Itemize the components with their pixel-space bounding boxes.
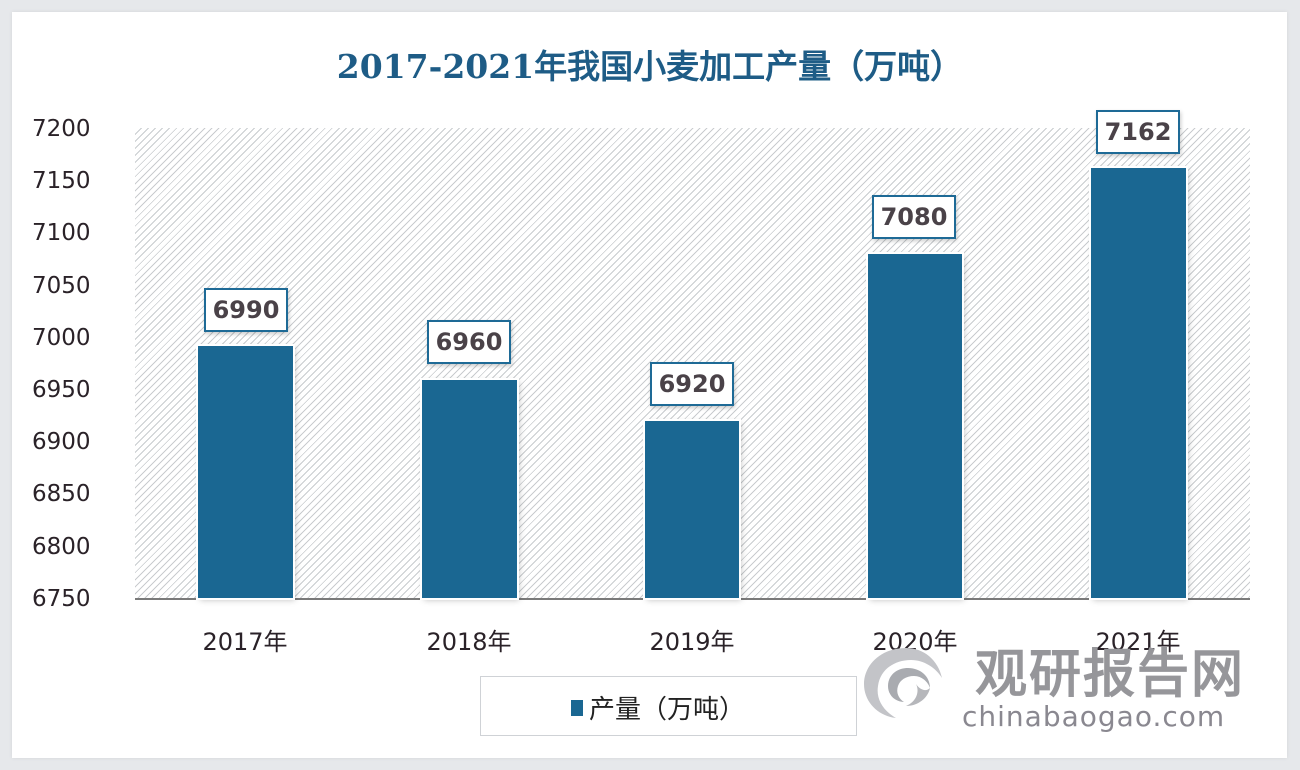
x-tick: 2017年 — [202, 628, 288, 656]
y-tick: 6800 — [32, 534, 91, 560]
data-label-2017: 6990 — [204, 288, 288, 332]
bar-2020 — [868, 254, 962, 598]
y-tick: 7000 — [32, 325, 91, 351]
bar-2021 — [1091, 168, 1186, 598]
legend-swatch-icon — [571, 700, 583, 716]
y-tick: 6850 — [32, 481, 91, 507]
x-tick: 2018年 — [426, 628, 512, 656]
y-tick: 6900 — [32, 429, 91, 455]
watermark-name: 观研报告网 — [975, 645, 1246, 705]
y-tick: 6950 — [32, 377, 91, 403]
y-tick: 7050 — [32, 273, 91, 299]
bar-2018 — [422, 380, 517, 598]
x-tick: 2019年 — [649, 628, 735, 656]
chart-title: 2017-2021年我国小麦加工产量（万吨） — [336, 47, 964, 86]
data-label-2019: 6920 — [650, 362, 734, 406]
bar-2017 — [198, 346, 293, 598]
y-tick: 7150 — [32, 168, 91, 194]
y-tick: 7100 — [32, 220, 91, 246]
x-tick: 2021年 — [1095, 628, 1181, 656]
watermark-url: chinabaogao.com — [962, 700, 1226, 733]
legend: 产量（万吨） — [480, 676, 857, 736]
data-label-2021: 7162 — [1096, 110, 1180, 154]
bar-2019 — [645, 421, 739, 598]
watermark-logo-icon — [864, 648, 942, 718]
y-tick: 6750 — [32, 586, 91, 612]
y-tick: 7200 — [32, 116, 91, 142]
data-label-2020: 7080 — [872, 195, 956, 239]
data-label-2018: 6960 — [427, 320, 511, 364]
x-axis-line — [135, 598, 1250, 600]
legend-label: 产量（万吨） — [589, 695, 746, 725]
